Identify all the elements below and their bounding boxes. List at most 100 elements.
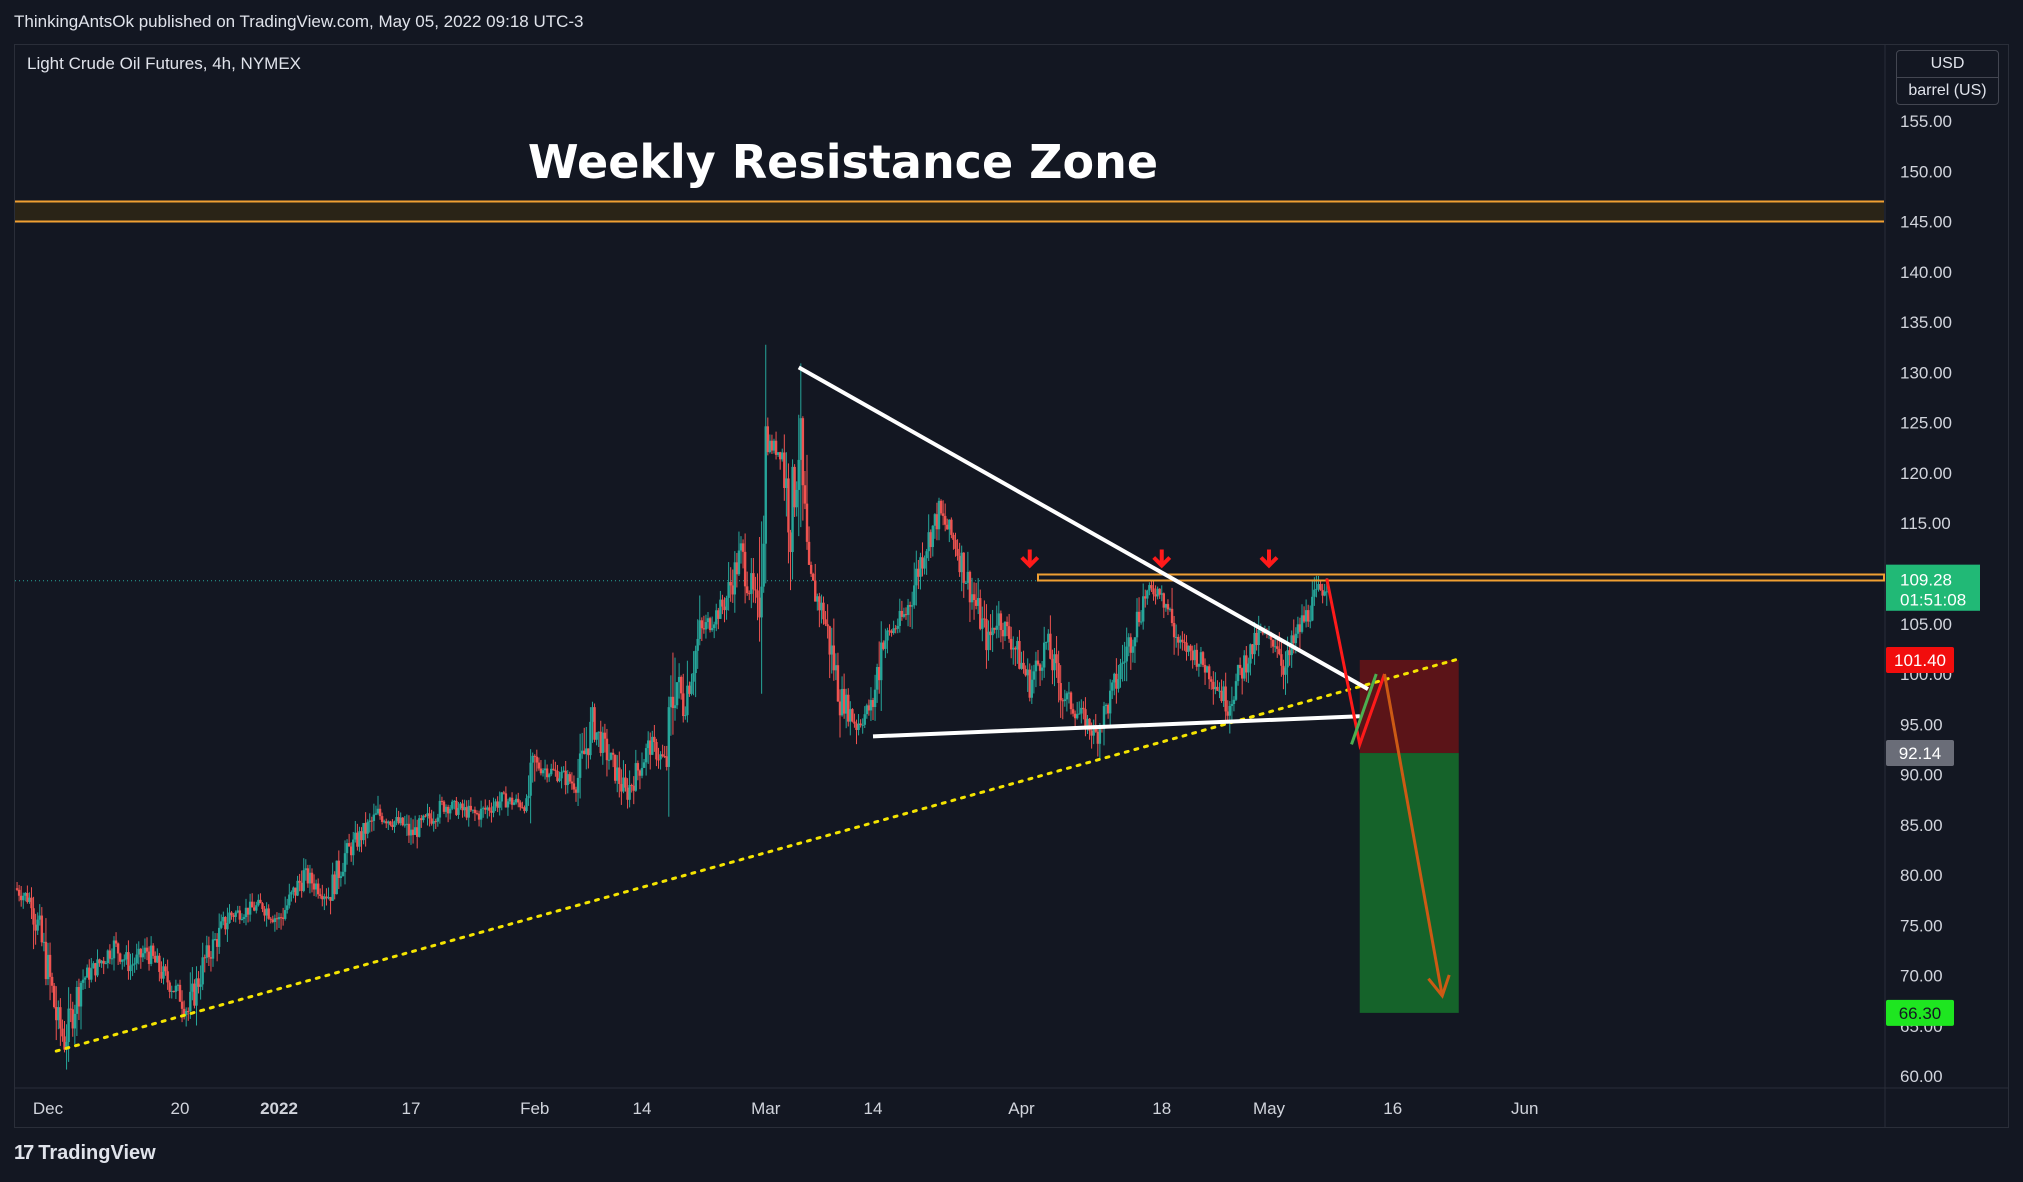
- candle-body: [570, 781, 574, 784]
- candle-body: [638, 770, 642, 776]
- candle-body: [820, 602, 823, 611]
- currency-unit[interactable]: USD: [1930, 55, 1965, 72]
- stop-level-tag: 101.40: [1886, 646, 1954, 673]
- candle-body: [791, 466, 794, 553]
- candle: [395, 807, 398, 826]
- candle-body: [61, 1028, 64, 1037]
- candle-body: [17, 889, 21, 896]
- candle: [1057, 650, 1060, 703]
- candle-body: [917, 568, 920, 577]
- candle-body: [593, 707, 596, 740]
- candle: [958, 542, 961, 577]
- candle: [723, 597, 726, 623]
- candle-body: [1216, 686, 1219, 691]
- candle: [882, 640, 885, 651]
- candle-body: [275, 918, 279, 920]
- currency-selector[interactable]: USD barrel (US): [1896, 50, 1999, 105]
- tradingview-footer[interactable]: 17 TradingView: [14, 1142, 156, 1165]
- projection-target-arrow: [1383, 673, 1444, 997]
- candle-body: [110, 958, 114, 960]
- candle: [999, 610, 1003, 643]
- currency-quantity[interactable]: barrel (US): [1897, 77, 1998, 104]
- candle-body: [1298, 624, 1302, 632]
- candle: [554, 761, 557, 777]
- candle-body: [102, 960, 105, 964]
- time-tick-label: Apr: [1008, 1099, 1035, 1118]
- candle-body: [723, 606, 726, 611]
- candle: [94, 962, 97, 982]
- candle-body: [1232, 699, 1236, 705]
- candle: [463, 799, 466, 817]
- candle-body: [512, 802, 516, 805]
- candle-body: [141, 953, 145, 958]
- candle-body: [55, 1007, 58, 1021]
- candle-body: [269, 918, 272, 920]
- price-tick-label: 155.00: [1900, 112, 1952, 131]
- candle: [797, 414, 800, 537]
- candle: [230, 911, 233, 920]
- candle: [413, 815, 417, 836]
- drawings-layer: [54, 365, 1885, 1053]
- candle: [1030, 665, 1034, 704]
- candle: [154, 951, 157, 963]
- candle: [789, 529, 792, 591]
- candle: [1144, 589, 1147, 608]
- candle-body: [595, 732, 598, 740]
- candle: [1007, 613, 1011, 643]
- candle: [853, 713, 856, 728]
- candle-body: [1137, 611, 1141, 623]
- candle-body: [956, 548, 959, 556]
- candle-body: [457, 807, 460, 815]
- candle-body: [871, 700, 875, 708]
- candle-body: [873, 689, 877, 708]
- candle-body: [562, 770, 565, 772]
- candle-body: [1181, 639, 1184, 642]
- candle-body: [708, 618, 712, 631]
- candle-body: [1026, 669, 1029, 676]
- candle-body: [1193, 649, 1196, 661]
- candle: [651, 730, 654, 756]
- candle-body: [24, 892, 27, 896]
- chart-frame[interactable]: [14, 44, 2009, 1128]
- candle: [946, 518, 949, 530]
- candle: [762, 515, 765, 593]
- candle-body: [1063, 699, 1067, 702]
- candle-body: [504, 793, 508, 808]
- candle-body: [28, 897, 31, 902]
- candle-body: [1069, 692, 1073, 710]
- candle-body: [545, 768, 549, 778]
- candle: [333, 871, 336, 900]
- candle-body: [1055, 654, 1058, 664]
- candle: [814, 563, 817, 602]
- candle-body: [597, 731, 600, 733]
- candle: [690, 673, 693, 696]
- candle-body: [1177, 636, 1180, 643]
- candle: [770, 434, 774, 454]
- candle-body: [531, 755, 534, 763]
- candle-body: [653, 736, 656, 743]
- candle: [935, 502, 939, 541]
- candle-body: [290, 892, 293, 895]
- candle: [496, 796, 499, 813]
- candle-body: [197, 978, 200, 987]
- candle-body: [816, 596, 819, 602]
- publisher-text: ThinkingAntsOk published on TradingView.…: [14, 12, 584, 31]
- candle-body: [304, 868, 308, 871]
- price-tick-label: 85.00: [1900, 816, 1943, 835]
- candle: [67, 987, 70, 1062]
- candle: [96, 949, 99, 978]
- price-tick-label: 80.00: [1900, 866, 1943, 885]
- candle: [743, 533, 747, 604]
- take-profit-zone: [1359, 753, 1459, 1013]
- candle-body: [941, 513, 945, 516]
- time-tick-label: Jun: [1511, 1099, 1538, 1118]
- candle-body: [875, 667, 879, 690]
- candle: [1220, 679, 1223, 703]
- candle: [401, 816, 404, 827]
- candle: [81, 969, 85, 990]
- candle-body: [929, 532, 932, 548]
- candle: [255, 901, 258, 914]
- candle-body: [591, 707, 594, 722]
- candle: [587, 748, 590, 769]
